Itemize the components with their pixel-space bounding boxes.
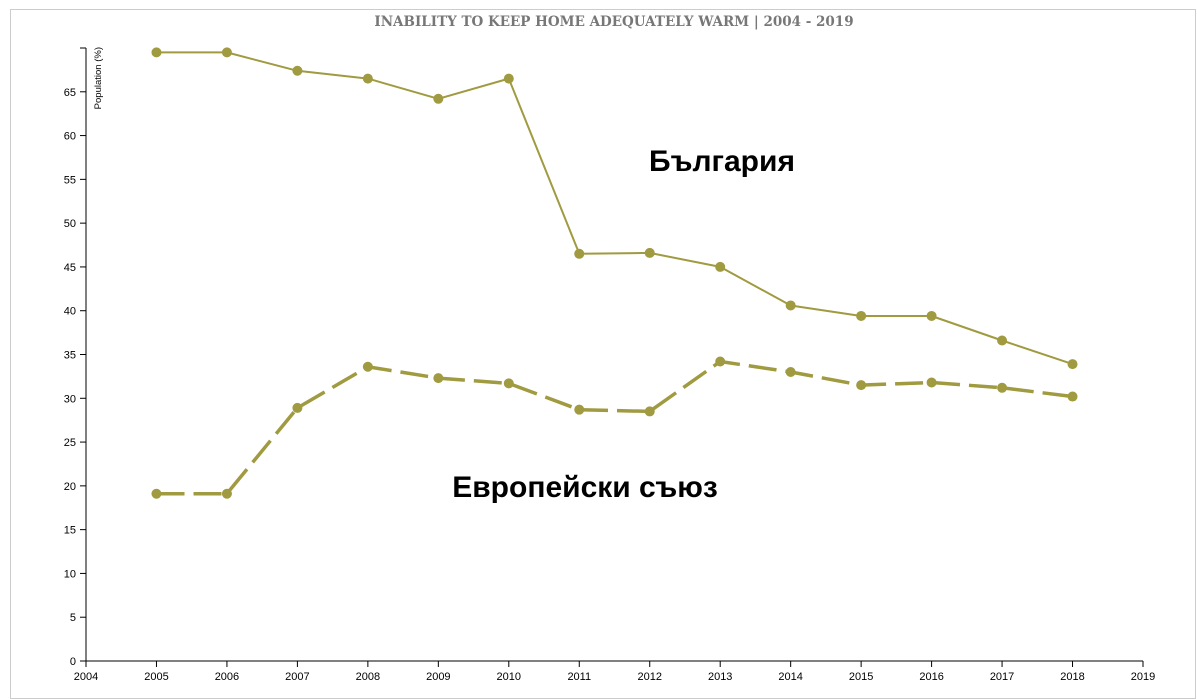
- series-label-bulgaria: България: [649, 145, 795, 178]
- data-point[interactable]: [292, 402, 303, 413]
- data-point[interactable]: [715, 356, 726, 367]
- y-tick-label: 60: [64, 131, 76, 143]
- x-tick-label: 2019: [1131, 671, 1155, 683]
- data-point[interactable]: [151, 488, 162, 499]
- data-point[interactable]: [221, 488, 232, 499]
- series-1: [151, 356, 1078, 499]
- data-point[interactable]: [926, 310, 937, 321]
- x-tick-label: 2012: [637, 671, 661, 683]
- x-tick-label: 2005: [144, 671, 168, 683]
- series-0: [151, 47, 1078, 370]
- x-tick-label: 2009: [426, 671, 450, 683]
- x-axis: 2004 2005 2006 2007 2008 2009 2010 2011 2012 2013…: [74, 660, 1155, 683]
- y-tick-label: 45: [64, 262, 76, 274]
- data-point[interactable]: [1067, 359, 1078, 370]
- y-axis-label: Population (%): [93, 47, 104, 109]
- data-point[interactable]: [503, 378, 514, 389]
- y-tick-label: 5: [70, 612, 76, 624]
- series-line: [156, 51, 1073, 366]
- data-point[interactable]: [1067, 391, 1078, 402]
- y-tick-label: 10: [64, 568, 76, 580]
- series-layer: [151, 47, 1078, 499]
- x-tick-label: 2008: [356, 671, 380, 683]
- data-point[interactable]: [503, 73, 514, 84]
- data-point[interactable]: [433, 93, 444, 104]
- x-tick-label: 2007: [285, 671, 309, 683]
- data-point[interactable]: [856, 380, 867, 391]
- x-tick-label: 2004: [74, 671, 98, 683]
- data-point[interactable]: [926, 377, 937, 388]
- data-point[interactable]: [856, 310, 867, 321]
- data-point[interactable]: [785, 367, 796, 378]
- data-point[interactable]: [574, 248, 585, 259]
- x-tick-label: 2018: [1060, 671, 1084, 683]
- y-tick-label: 40: [64, 306, 76, 318]
- x-tick-label: 2011: [567, 671, 591, 683]
- y-tick-label: 30: [64, 393, 76, 405]
- data-point[interactable]: [644, 247, 655, 258]
- y-tick-label: 65: [64, 87, 76, 99]
- data-point[interactable]: [574, 404, 585, 415]
- chart-title: INABILITY TO KEEP HOME ADEQUATELY WARM |…: [374, 14, 853, 30]
- data-point[interactable]: [151, 47, 162, 58]
- y-tick-label: 15: [64, 525, 76, 537]
- series-label-eu: Европейски съюз: [452, 471, 718, 504]
- data-point[interactable]: [644, 406, 655, 417]
- data-point[interactable]: [362, 73, 373, 84]
- y-tick-label: 0: [70, 656, 76, 668]
- x-tick-label: 2014: [778, 671, 802, 683]
- data-point[interactable]: [362, 361, 373, 372]
- x-tick-label: 2010: [497, 671, 521, 683]
- y-tick-label: 35: [64, 350, 76, 362]
- series-line-dashed: [156, 359, 1073, 496]
- data-point[interactable]: [433, 373, 444, 384]
- y-tick-label: 20: [64, 481, 76, 493]
- x-tick-label: 2015: [849, 671, 873, 683]
- data-point[interactable]: [292, 65, 303, 76]
- y-tick-label: 50: [64, 218, 76, 230]
- data-point[interactable]: [997, 382, 1008, 393]
- data-point[interactable]: [997, 335, 1008, 346]
- data-point[interactable]: [785, 300, 796, 311]
- data-point[interactable]: [221, 47, 232, 58]
- x-tick-label: 2006: [215, 671, 239, 683]
- y-axis: 0 5 10 15 20 25 30 35 40 45 50 55 60 65: [64, 47, 87, 668]
- x-tick-label: 2017: [990, 671, 1014, 683]
- x-tick-label: 2013: [708, 671, 732, 683]
- x-tick-label: 2016: [919, 671, 943, 683]
- y-tick-label: 55: [64, 174, 76, 186]
- y-tick-label: 25: [64, 437, 76, 449]
- data-point[interactable]: [715, 261, 726, 272]
